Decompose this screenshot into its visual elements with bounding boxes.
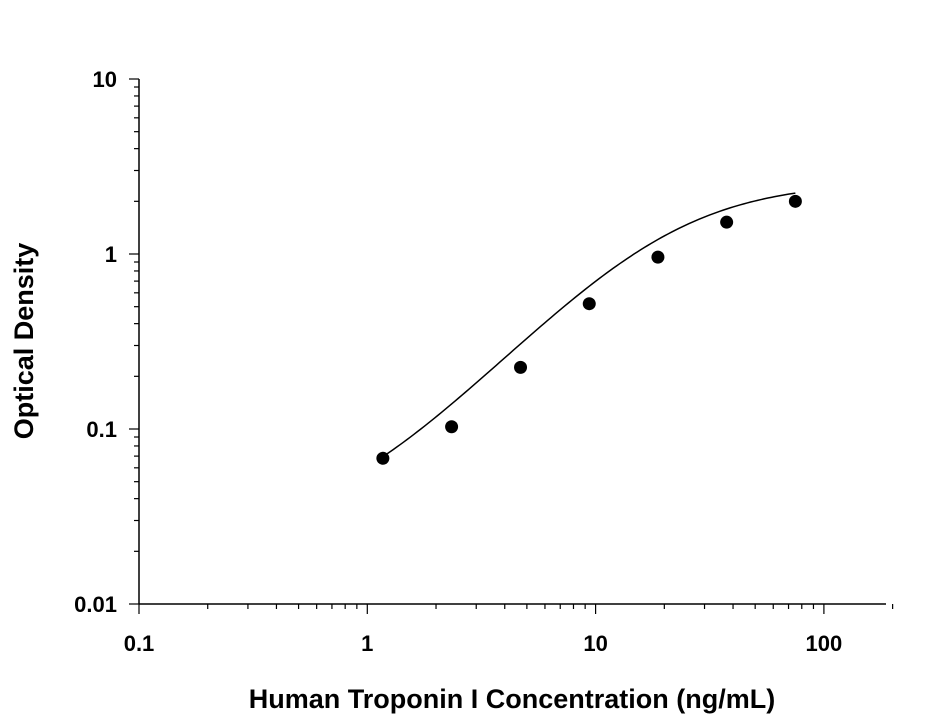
x-axis-title: Human Troponin I Concentration (ng/mL) [249,684,775,714]
data-point [720,215,734,229]
fit-curve-line [382,192,796,458]
data-point [376,451,390,465]
x-tick-label: 100 [806,631,843,656]
y-tick-label: 1 [105,242,117,267]
x-tick-label: 0.1 [124,631,155,656]
x-tick-label: 10 [583,631,607,656]
plot-area: 0.1 1 10 100 0.01 0.1 1 10 [74,67,894,656]
y-tick-label: 10 [93,67,117,92]
x-tick-label: 1 [361,631,373,656]
data-point [445,420,459,434]
data-point [582,297,596,311]
data-point [514,360,528,374]
y-tick-label: 0.01 [74,592,117,617]
data-point [651,250,665,264]
y-axis-title: Optical Density [9,243,39,440]
data-point [788,194,802,208]
y-tick-label: 0.1 [86,417,117,442]
